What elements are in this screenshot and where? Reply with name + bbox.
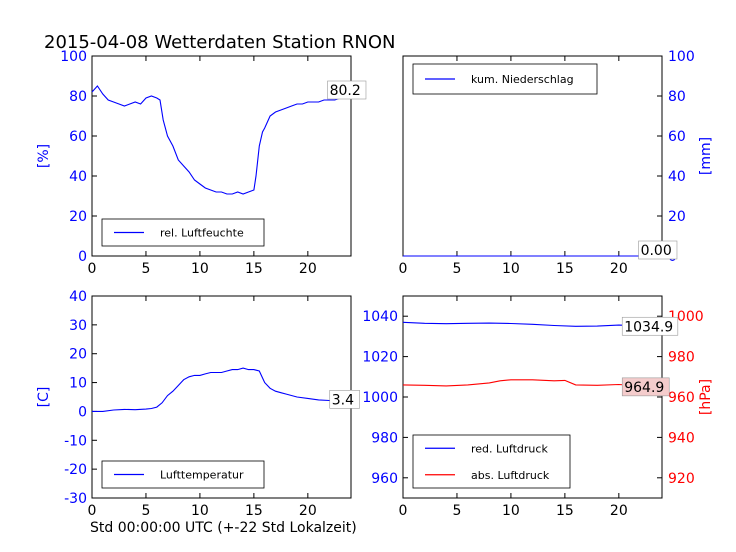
temperature-xtick-label: 5 [141,503,150,519]
precip-xtick-label: 20 [610,261,628,277]
pressure-left-ytick-label: 1040 [362,309,398,325]
precip-ytick-label: 60 [668,129,686,145]
pressure-annotation-abs: 964.9 [624,380,664,396]
temperature-series-0 [92,367,352,412]
pressure-ylabel: [hPa] [698,379,714,415]
pressure-panel: 0 5 10 15 20 960 980 1000 1020 1040 920 940 960 980 10… [362,295,714,519]
temperature-ytick-label: -30 [64,491,87,507]
temperature-xtick-label: 15 [245,503,263,519]
precip-ylabel: [mm] [698,137,714,175]
pressure-left-ytick-label: 960 [371,471,398,487]
temperature-ytick-label: 20 [69,347,87,363]
pressure-left-ytick-label: 1020 [362,350,398,366]
precip-annotation-0: 0.00 [641,243,672,259]
temperature-ytick-label: -10 [64,433,87,449]
humidity-xtick-label: 10 [191,261,209,277]
pressure-xtick-label: 15 [556,503,574,519]
humidity-ytick-label: 40 [69,169,87,185]
temperature-ytick-label: 10 [69,376,87,392]
figure-title: 2015-04-08 Wetterdaten Station RNON [44,32,395,53]
humidity-series-0 [91,85,352,195]
x-axis-label: Std 00:00:00 UTC (+-22 Std Lokalzeit) [90,520,357,536]
precip-legend-label: kum. Niederschlag [471,73,574,86]
precip-xtick-label: 0 [399,261,408,277]
temperature-xtick-label: 10 [191,503,209,519]
humidity-ylabel: [%] [36,144,52,168]
temperature-ytick-label: 30 [69,318,87,334]
pressure-annotation-abs-box [621,377,670,397]
precip-annotation-0-box [638,240,678,260]
humidity-xtick-label: 20 [299,261,317,277]
humidity-ytick-label: 0 [78,249,87,265]
humidity-panel: 0 5 10 15 20 0 20 40 60 80 100 [%] 80.2 rel. Luftfeuc… [36,49,367,277]
temperature-annotation-0-box [329,390,360,409]
temperature-xtick-label: 0 [88,503,97,519]
pressure-right-ytick-label: 980 [668,350,695,366]
pressure-left-ytick-label: 1000 [362,390,398,406]
temperature-ytick-label: 40 [69,289,87,305]
humidity-ytick-label: 60 [69,129,87,145]
humidity-frame [91,55,352,257]
pressure-xtick-label: 0 [399,503,408,519]
humidity-xtick-label: 5 [141,261,150,277]
temperature-ytick-label: -20 [64,462,87,478]
pressure-right-ytick-label: 960 [668,390,695,406]
pressure-legend-label: abs. Luftdruck [471,469,550,482]
pressure-xtick-label: 20 [610,503,628,519]
humidity-annotation-0: 80.2 [330,83,361,99]
pressure-annotation-red-box [621,316,679,336]
humidity-legend-label: rel. Luftfeuchte [160,227,244,240]
pressure-xtick-label: 10 [502,503,520,519]
precip-ytick-label: 20 [668,209,686,225]
temperature-ylabel: [C] [36,387,52,408]
pressure-annotation-red: 1034.9 [624,319,673,335]
temperature-xtick-label: 20 [299,503,317,519]
humidity-ytick-label: 20 [69,209,87,225]
precip-xtick-label: 5 [452,261,461,277]
humidity-ytick-label: 100 [60,49,87,65]
temperature-ytick-label: 0 [78,404,87,420]
pressure-legend-label: red. Luftdruck [471,442,548,455]
pressure-series-red-luftdruck [402,321,663,328]
precip-ytick-label: 100 [668,49,695,65]
pressure-legend-frame [412,434,571,489]
humidity-xtick-label: 15 [245,261,263,277]
temperature-panel: 0 5 10 15 20 -30 -20 -10 0 10 20 30 40 [C] 3.4 Lufttemp… [36,289,360,519]
humidity-ytick-label: 80 [69,89,87,105]
precip-ytick-label: 80 [668,89,686,105]
temperature-annotation-0: 3.4 [332,392,354,408]
pressure-xtick-label: 5 [452,503,461,519]
humidity-annotation-0-box [327,80,367,100]
pressure-series-abs-luftdruck [402,379,663,388]
precip-xtick-label: 10 [502,261,520,277]
pressure-left-ytick-label: 980 [371,430,398,446]
precip-xtick-label: 15 [556,261,574,277]
pressure-right-ytick-label: 940 [668,430,695,446]
temperature-legend-label: Lufttemperatur [160,469,244,482]
pressure-right-ytick-label: 920 [668,471,695,487]
precip-ytick-label: 40 [668,169,686,185]
humidity-xtick-label: 0 [88,261,97,277]
